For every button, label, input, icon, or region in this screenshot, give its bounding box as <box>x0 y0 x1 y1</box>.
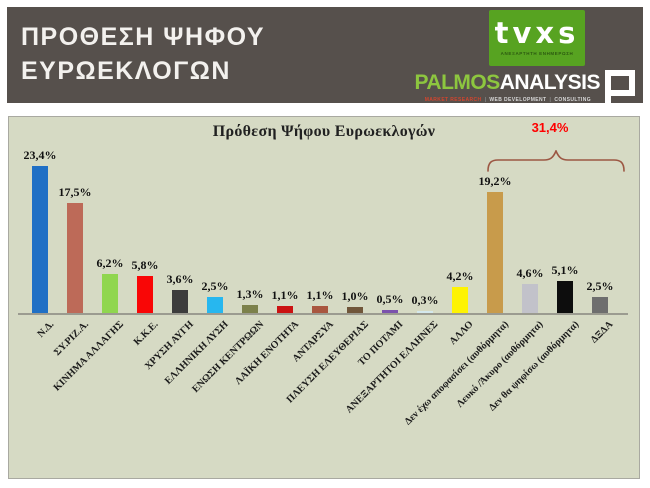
tvxs-tagline: ΑΝΕΞΑΡΤΗΤΗ ΕΝΗΜΕΡΩΣΗ <box>500 51 574 56</box>
value-label: 0,3% <box>411 293 439 307</box>
page-title-line1: ΠΡΟΘΕΣΗ ΨΗΦΟΥ <box>21 23 266 52</box>
bar <box>312 306 328 313</box>
category-label: ΛΑΪΚΗ ΕΝΟΤΗΤΑ <box>232 319 301 388</box>
bar <box>347 307 363 313</box>
chart-title: Πρόθεση Ψήφου Ευρωεκλογών <box>212 123 436 140</box>
category-label: ΔΞΔΑ <box>589 319 616 346</box>
bar <box>557 281 573 313</box>
bar <box>417 311 433 313</box>
category-label: ΕΛΛΗΝΙΚΗ ΛΥΣΗ <box>163 319 231 387</box>
x-axis-line <box>18 313 628 315</box>
category-label: Κ.Κ.Ε. <box>131 319 161 348</box>
annotation-total-label: 31,4% <box>531 120 569 135</box>
value-label: 6,2% <box>96 256 124 270</box>
bar <box>382 310 398 313</box>
brace-icon <box>487 150 625 172</box>
value-label: 3,6% <box>166 272 194 286</box>
bar <box>452 287 468 313</box>
value-label: 5,1% <box>551 263 579 277</box>
palmos-logo: PALMOS ANALYSIS MARKET RESEARCH | WEB DEV… <box>414 69 635 103</box>
value-label: 2,5% <box>201 279 229 293</box>
palmos-tagline-consulting: CONSULTING <box>554 96 591 103</box>
value-label: 5,8% <box>131 258 159 272</box>
page-title-line2: ΕΥΡΩΕΚΛΟΓΩΝ <box>21 57 231 85</box>
bar <box>487 192 503 313</box>
value-label: 23,4% <box>23 148 57 162</box>
header-banner: ΠΡΟΘΕΣΗ ΨΗΦΟΥ ΕΥΡΩΕΚΛΟΓΩΝ tvxs ΑΝΕΞΑΡΤΗΤ… <box>7 7 643 103</box>
tagline-separator: | <box>484 96 487 103</box>
value-label: 0,5% <box>376 292 404 306</box>
value-label: 2,5% <box>586 279 614 293</box>
palmos-square-icon <box>605 69 635 103</box>
value-label: 1,1% <box>271 288 299 302</box>
bar <box>172 290 188 313</box>
value-label: 1,0% <box>341 289 369 303</box>
value-label: 19,2% <box>478 174 512 188</box>
tvxs-logo: tvxs ΑΝΕΞΑΡΤΗΤΗ ΕΝΗΜΕΡΩΣΗ <box>489 9 585 66</box>
bar <box>67 203 83 313</box>
category-label: ΑΛΛΟ <box>447 319 476 348</box>
bar <box>242 305 258 313</box>
palmos-tagline-market-research: MARKET RESEARCH <box>424 96 482 103</box>
bar <box>277 306 293 313</box>
bar <box>137 276 153 313</box>
value-label: 4,6% <box>516 266 544 280</box>
value-label: 4,2% <box>446 269 474 283</box>
palmos-name-white: ANALYSIS <box>499 70 601 94</box>
page-title: ΠΡΟΘΕΣΗ ΨΗΦΟΥ ΕΥΡΩΕΚΛΟΓΩΝ <box>7 21 265 89</box>
chart-panel: Πρόθεση Ψήφου Ευρωεκλογών 31,4% 23,4% Ν.Δ… <box>8 116 640 479</box>
tagline-separator: | <box>549 96 552 103</box>
palmos-tagline-web-development: WEB DEVELOPMENT <box>489 96 547 103</box>
bar <box>102 274 118 313</box>
tvxs-wordmark: tvxs <box>494 16 580 50</box>
bar <box>207 297 223 313</box>
palmos-name-green: PALMOS <box>414 70 500 94</box>
category-label: ΚΙΝΗΜΑ ΑΛΛΑΓΗΣ <box>51 319 126 394</box>
palmos-wordmark: PALMOS ANALYSIS <box>414 69 635 103</box>
logo-group: tvxs ΑΝΕΞΑΡΤΗΤΗ ΕΝΗΜΕΡΩΣΗ PALMOS ANALYSIS… <box>414 8 635 103</box>
value-label: 1,1% <box>306 288 334 302</box>
value-label: 1,3% <box>236 287 264 301</box>
bar <box>522 284 538 313</box>
bar <box>32 166 48 313</box>
palmos-tagline: MARKET RESEARCH | WEB DEVELOPMENT | CONS… <box>425 97 591 103</box>
bar <box>592 297 608 313</box>
value-label: 17,5% <box>58 185 92 199</box>
category-label: Ν.Δ. <box>34 319 56 340</box>
